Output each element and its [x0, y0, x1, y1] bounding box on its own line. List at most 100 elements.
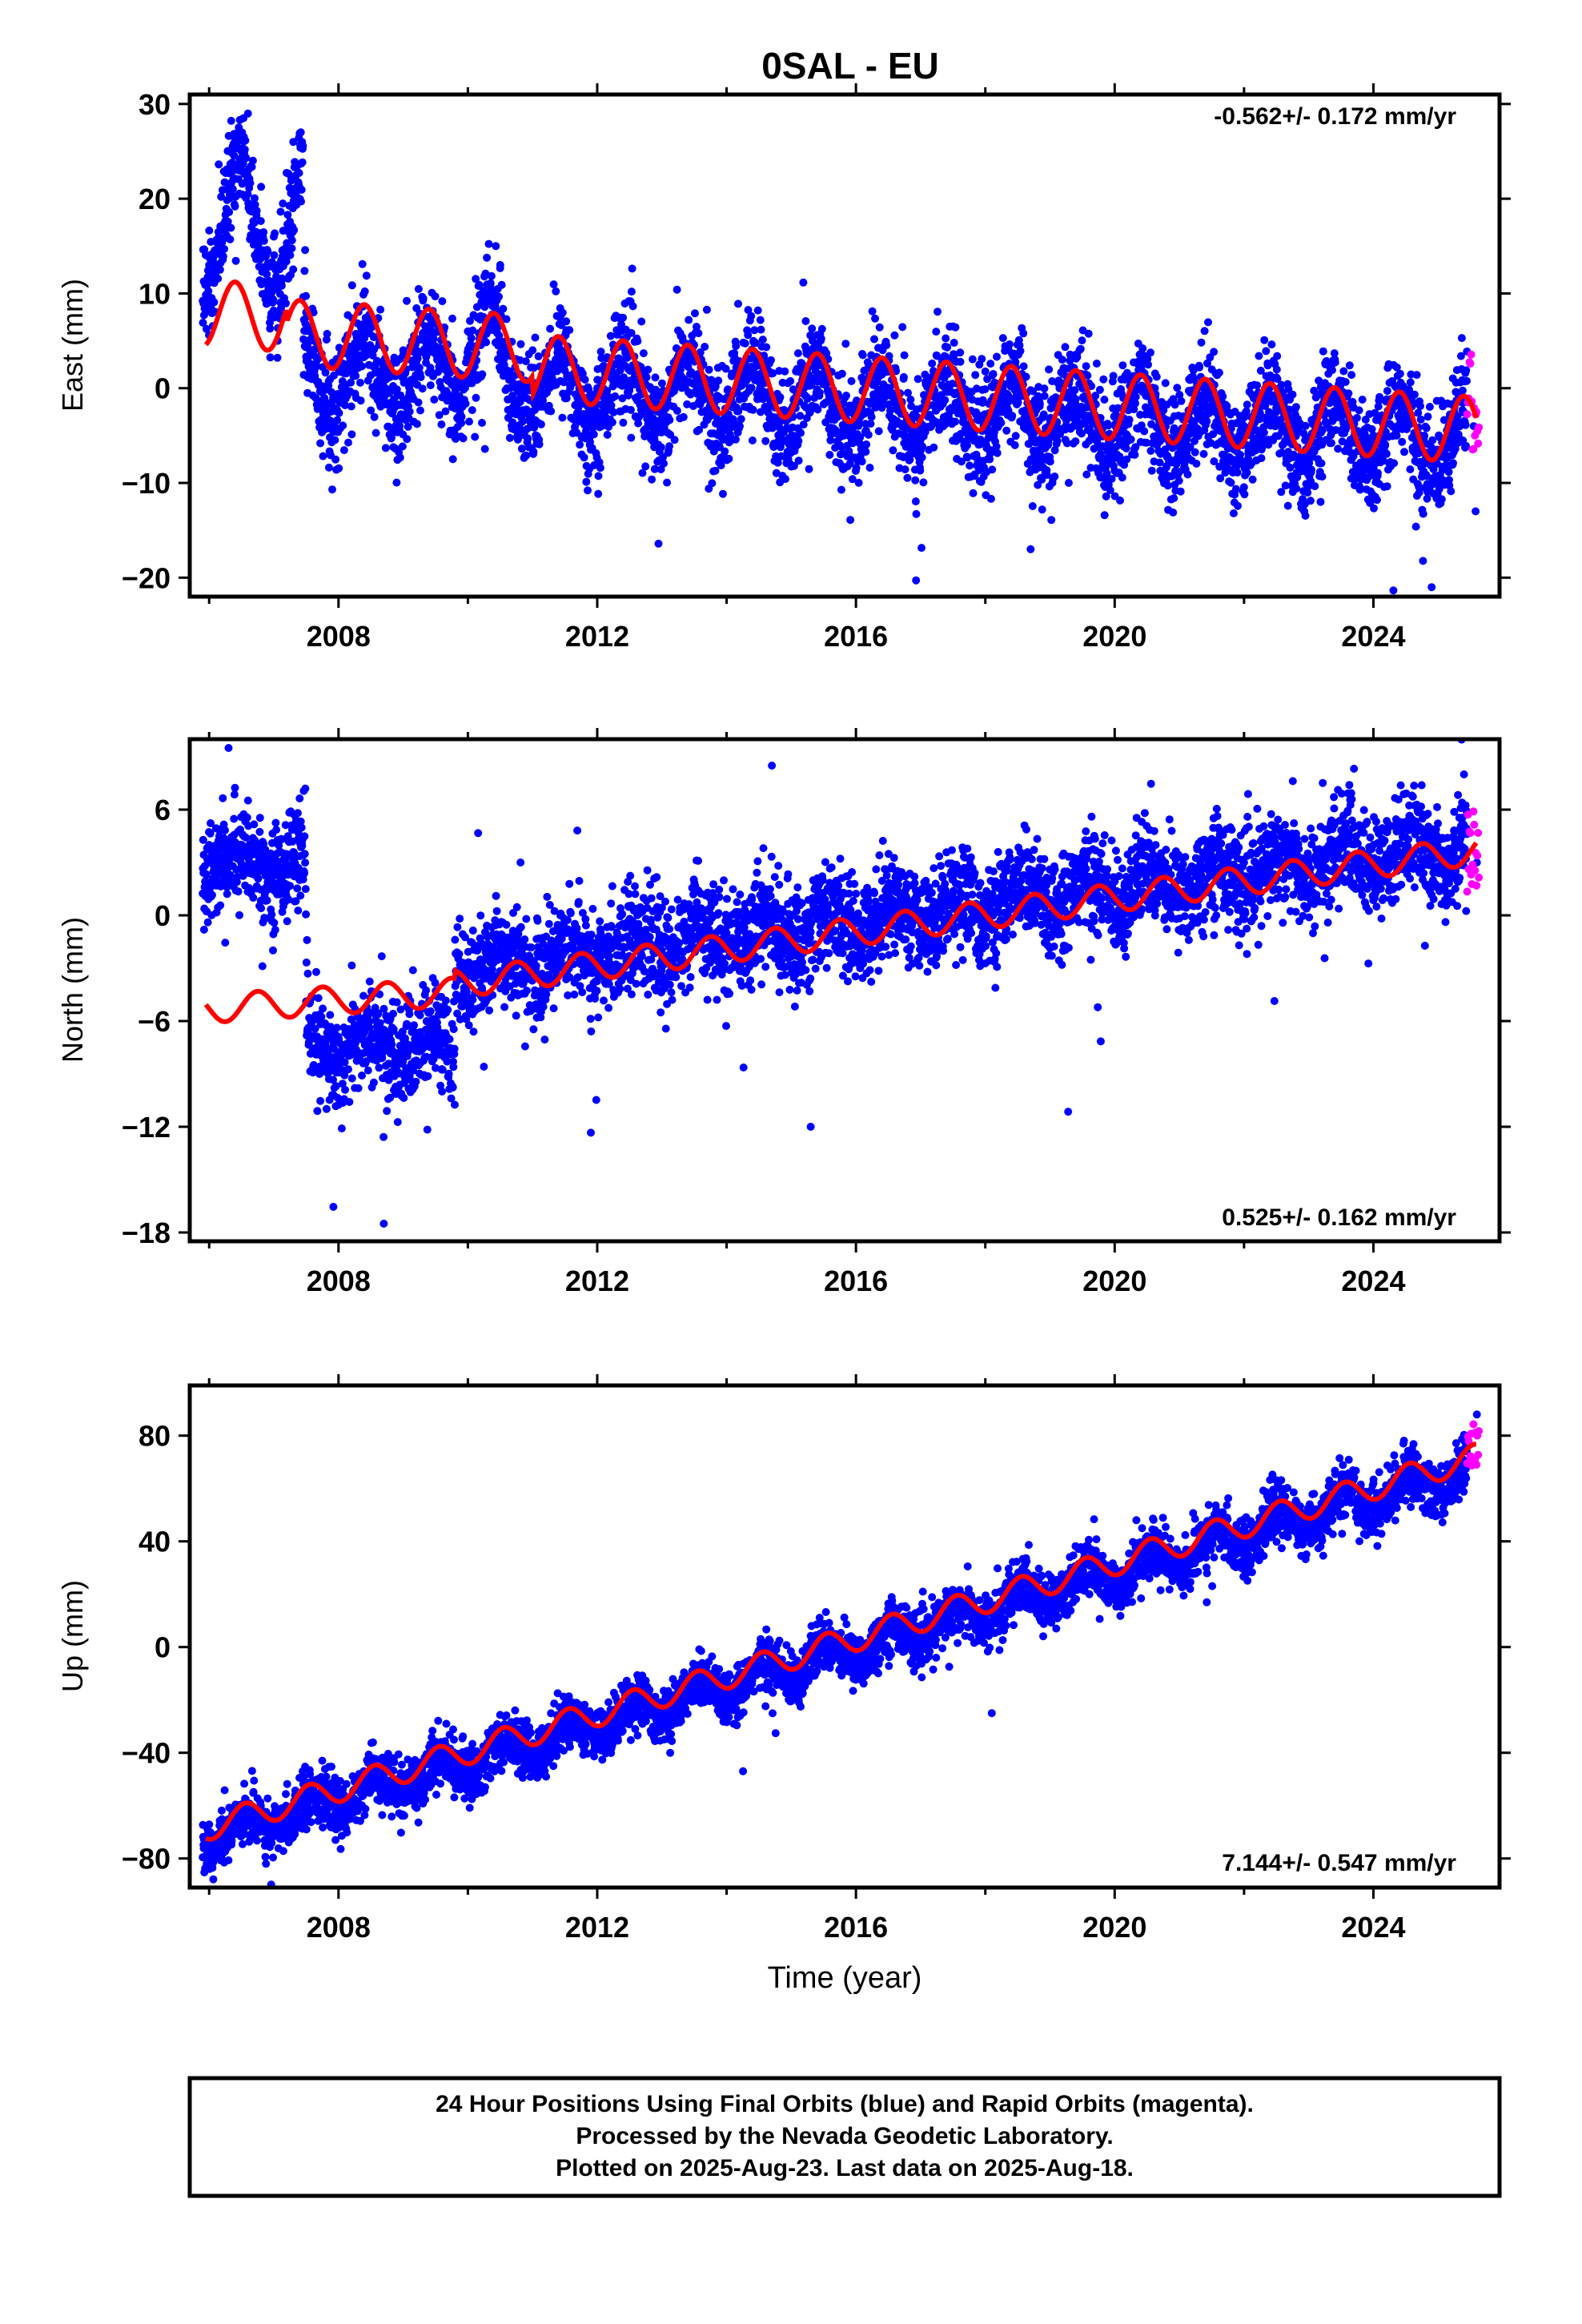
east-final-point [1292, 485, 1301, 493]
east-final-point [912, 509, 921, 518]
east-data-layer [199, 85, 1484, 595]
east-final-point [917, 453, 926, 462]
east-final-point [230, 151, 239, 160]
east-final-point [358, 259, 367, 268]
east-final-point [875, 323, 884, 332]
east-final-point [803, 395, 812, 404]
east-final-point [376, 305, 385, 314]
east-final-point [1449, 459, 1457, 468]
east-final-point [214, 274, 223, 283]
east-final-point [279, 199, 287, 208]
east-final-point [1461, 420, 1470, 429]
east-final-point [347, 402, 355, 411]
east-final-point [1183, 470, 1192, 479]
east-final-point [1082, 470, 1091, 479]
east-final-point [1423, 412, 1432, 421]
east-final-point [1038, 505, 1046, 514]
east-ytick-label: 0 [155, 372, 171, 405]
east-final-point [717, 461, 725, 470]
east-final-point [618, 394, 627, 403]
east-final-point [324, 463, 333, 472]
east-final-point [403, 296, 411, 305]
east-final-point [1288, 390, 1297, 399]
east-final-point [1283, 501, 1292, 510]
east-final-point [392, 478, 401, 487]
east-final-point [367, 406, 375, 415]
east-final-point [1034, 480, 1042, 489]
east-final-point [231, 256, 240, 265]
east-final-point [233, 85, 241, 93]
east-final-point [772, 468, 781, 477]
east-final-point [1050, 472, 1059, 480]
east-final-point [731, 435, 740, 444]
east-final-point [725, 454, 733, 463]
east-final-point [842, 392, 850, 400]
east-final-point [1038, 475, 1046, 484]
east-final-point [237, 147, 246, 155]
east-final-point [242, 154, 251, 163]
north-final-point [203, 918, 212, 927]
east-final-point [589, 430, 598, 439]
east-final-point [992, 442, 1001, 451]
east-final-point [885, 352, 893, 360]
east-final-point [1425, 403, 1434, 411]
east-final-point [846, 516, 855, 525]
east-final-point [619, 313, 628, 322]
east-final-point [1416, 402, 1424, 411]
east-rapid-point [1467, 350, 1476, 359]
east-final-point [1463, 376, 1471, 385]
east-final-point [951, 417, 960, 426]
north-final-point [226, 870, 235, 879]
north-final-point [221, 939, 230, 947]
east-final-point [1412, 371, 1421, 380]
east-final-point [1210, 348, 1219, 356]
east-final-point [801, 317, 810, 325]
east-final-point [1259, 428, 1268, 437]
east-final-point [654, 539, 663, 548]
east-final-point [1053, 436, 1062, 445]
east-final-point [993, 352, 1001, 361]
east-final-point [1358, 396, 1367, 404]
east-final-point [644, 365, 652, 374]
east-final-point [950, 339, 958, 347]
east-final-point [670, 436, 679, 444]
east-final-point [220, 244, 228, 253]
east-final-point [217, 192, 226, 201]
east-final-point [750, 326, 759, 335]
east-final-point [298, 158, 307, 167]
east-final-point [627, 287, 636, 296]
east-final-point [969, 489, 978, 497]
east-final-point [1344, 389, 1353, 398]
east-final-point [1373, 496, 1381, 505]
east-final-point [1073, 352, 1082, 361]
east-final-point [641, 462, 650, 471]
east-final-point [370, 412, 379, 421]
east-final-point [231, 202, 239, 211]
north-data-layer [199, 739, 1484, 1228]
east-final-point [1272, 365, 1281, 374]
east-final-point [889, 446, 897, 455]
east-final-point [593, 376, 602, 384]
east-final-point [919, 478, 928, 487]
east-final-point [269, 295, 277, 304]
east-final-point [848, 475, 857, 484]
east-final-point [467, 334, 476, 343]
east-final-point [933, 352, 942, 360]
east-final-point [1301, 421, 1310, 430]
east-final-point [852, 464, 861, 472]
east-final-point [1219, 392, 1227, 400]
east-final-point [1243, 400, 1251, 409]
east-final-point [1374, 468, 1382, 477]
east-final-point [1410, 390, 1419, 399]
east-final-point [204, 287, 213, 296]
east-final-point [1078, 336, 1086, 345]
east-final-point [796, 412, 805, 420]
east-final-point [522, 451, 531, 460]
east-final-point [441, 407, 450, 416]
east-final-point [1334, 444, 1343, 453]
east-final-point [582, 477, 591, 486]
east-final-point [957, 457, 966, 466]
north-final-point [235, 911, 243, 919]
east-final-point [757, 325, 765, 334]
east-final-point [472, 275, 480, 283]
